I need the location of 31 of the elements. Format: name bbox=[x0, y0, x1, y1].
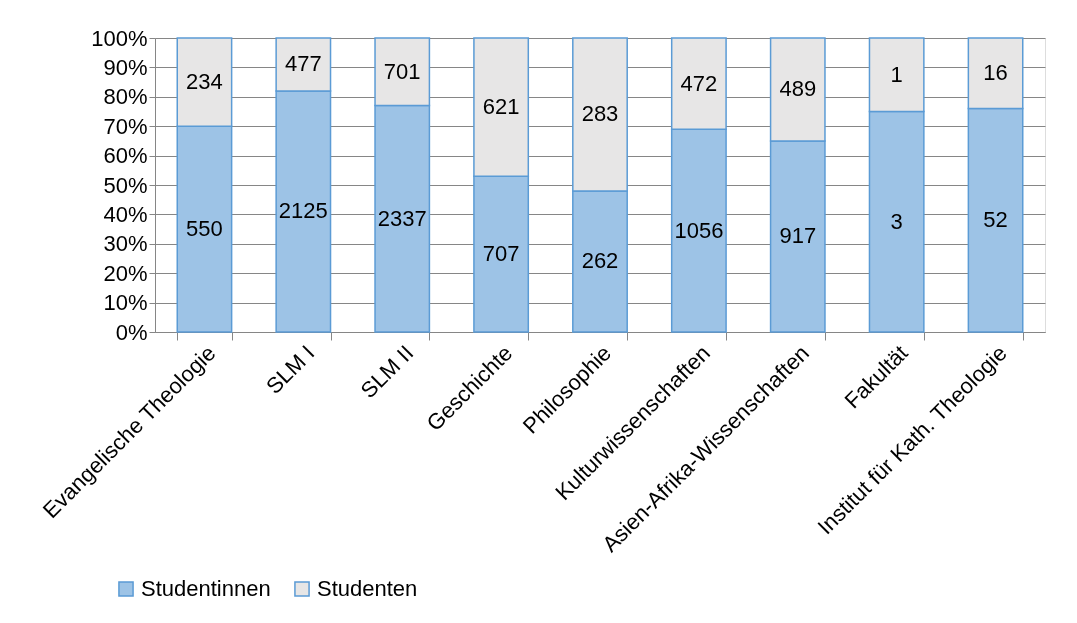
legend-label: Studenten bbox=[317, 576, 418, 601]
annotation: 550 bbox=[186, 216, 223, 242]
annotation: 701 bbox=[383, 58, 421, 84]
annotation: 1056 bbox=[674, 217, 724, 243]
annotation: 472 bbox=[680, 70, 718, 96]
y-tick-label: 30% bbox=[103, 231, 148, 257]
annotation: 2125 bbox=[278, 198, 328, 224]
y-tick-label: 90% bbox=[103, 54, 148, 80]
y-tick-label: 70% bbox=[103, 113, 148, 139]
annotation: 3 bbox=[890, 208, 903, 234]
annotation: 16 bbox=[983, 60, 1008, 86]
y-tick-label: 60% bbox=[103, 143, 148, 169]
annotation: 1 bbox=[890, 61, 903, 87]
legend-label: Studentinnen bbox=[141, 576, 271, 601]
annotation: 234 bbox=[186, 69, 223, 95]
annotation: 917 bbox=[779, 223, 817, 249]
y-tick-label: 20% bbox=[103, 260, 148, 286]
annotation: 2337 bbox=[377, 205, 427, 231]
annotation: 52 bbox=[983, 207, 1008, 233]
annotation: 489 bbox=[779, 76, 817, 102]
y-tick-label: 80% bbox=[103, 84, 148, 110]
y-tick-label: 0% bbox=[115, 319, 148, 345]
y-tick-label: 40% bbox=[103, 201, 148, 227]
y-tick-label: 50% bbox=[103, 172, 148, 198]
annotation: 477 bbox=[284, 51, 322, 77]
annotation: 262 bbox=[581, 248, 619, 274]
annotation: 707 bbox=[482, 241, 520, 267]
y-tick-label: 10% bbox=[103, 290, 148, 316]
annotation: 283 bbox=[581, 101, 619, 127]
y-tick-label: 100% bbox=[91, 25, 148, 51]
annotation: 621 bbox=[482, 94, 520, 120]
